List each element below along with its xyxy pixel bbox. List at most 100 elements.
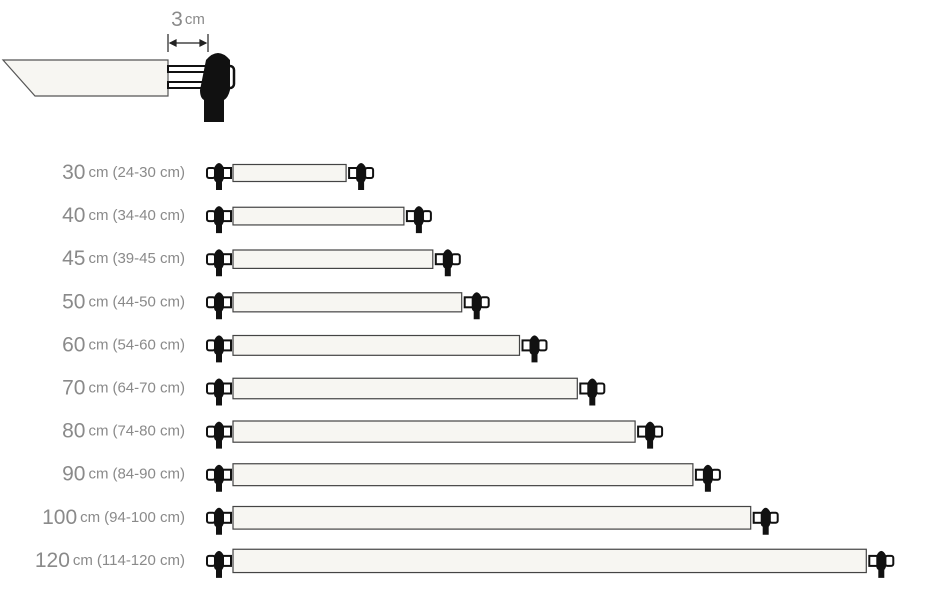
size-range: (64-70 cm) [112, 379, 185, 396]
clamp-body [214, 163, 224, 190]
clamp-cap [479, 296, 490, 309]
clamp [206, 464, 232, 492]
size-label: 120 cm (114-120 cm) [35, 548, 185, 571]
clamp-cap [206, 167, 216, 179]
panel-bar [232, 548, 867, 574]
size-range: (84-90 cm) [112, 466, 185, 483]
clamp-body [442, 249, 453, 277]
clamp-body [587, 378, 598, 406]
clamp-body [214, 421, 224, 449]
clamp [206, 378, 232, 406]
clamp [752, 507, 779, 535]
gap-unit: cm [185, 11, 205, 28]
clamp-body [214, 550, 224, 578]
panel-bar [232, 249, 434, 269]
clamp-cap [206, 382, 216, 395]
size-range: (34-40 cm) [112, 207, 185, 224]
clamp-cap [206, 511, 216, 524]
size-value: 40 [62, 204, 85, 227]
size-value: 100 [42, 505, 77, 528]
clamp-body [214, 206, 224, 234]
clamp [637, 421, 664, 449]
panel-bar [232, 505, 752, 530]
clamp [206, 249, 232, 277]
size-row: 100 cm (94-100 cm) [42, 505, 779, 535]
size-range: (94-100 cm) [104, 509, 185, 526]
size-value: 70 [62, 376, 85, 399]
clamp-body [214, 335, 224, 363]
size-row: 60 cm (54-60 cm) [62, 333, 548, 363]
size-label: 60 cm (54-60 cm) [62, 333, 185, 356]
size-range: (74-80 cm) [112, 423, 185, 440]
clamp [405, 206, 432, 234]
clamp-cap [595, 382, 606, 395]
clamp-cap [364, 167, 375, 179]
size-row: 120 cm (114-120 cm) [35, 548, 895, 578]
size-label: 70 cm (64-70 cm) [62, 376, 185, 399]
clamp [868, 550, 895, 578]
size-unit: cm [88, 379, 108, 396]
clamp-body [214, 464, 224, 492]
clamp [206, 421, 232, 449]
size-unit: cm [88, 207, 108, 224]
panel-bar [232, 377, 578, 400]
size-value: 30 [62, 161, 85, 184]
clamp-cap [206, 253, 216, 266]
size-value: 120 [35, 548, 70, 571]
size-label: 40 cm (34-40 cm) [62, 204, 185, 227]
clamp-body [471, 292, 482, 320]
clamp [206, 335, 232, 363]
panel-bar [232, 163, 347, 183]
clamp-body [876, 550, 887, 578]
clamp-body [702, 464, 713, 492]
size-value: 80 [62, 419, 85, 442]
clamp [206, 507, 232, 535]
size-unit: cm [88, 250, 108, 267]
clamp-cap [450, 253, 461, 266]
size-row: 45 cm (39-45 cm) [62, 247, 461, 277]
panel-bar [232, 463, 694, 487]
gap-label: 3 cm [171, 8, 205, 31]
clamp-body [214, 378, 224, 406]
clamp-cap [206, 210, 216, 223]
size-unit: cm [88, 466, 108, 483]
clamp-cap [206, 296, 216, 309]
size-unit: cm [88, 423, 108, 440]
clamp [206, 206, 232, 234]
clamp-cap [421, 210, 432, 223]
gap-value: 3 [171, 8, 183, 31]
clamp-body [413, 206, 424, 234]
size-range: (54-60 cm) [112, 336, 185, 353]
clamp [694, 464, 721, 492]
size-row: 40 cm (34-40 cm) [62, 204, 432, 234]
size-row: 80 cm (74-80 cm) [62, 419, 664, 449]
size-unit: cm [80, 509, 100, 526]
clamp-body [356, 163, 367, 190]
size-label: 80 cm (74-80 cm) [62, 419, 185, 442]
size-unit: cm [88, 336, 108, 353]
size-value: 90 [62, 462, 85, 485]
clamp [206, 292, 232, 320]
size-range: (44-50 cm) [112, 293, 185, 310]
clamp-cap [710, 468, 721, 481]
clamp [348, 163, 375, 190]
panel-bar [232, 334, 521, 356]
panel-detail [1, 53, 236, 122]
clamp [463, 292, 490, 320]
clamp [206, 550, 232, 578]
gap-dimension [167, 34, 209, 52]
size-label: 90 cm (84-90 cm) [62, 462, 185, 485]
clamp-body [529, 335, 540, 363]
clamp-cap [884, 554, 895, 567]
size-label: 30 cm (24-30 cm) [62, 161, 185, 184]
clamp-body [645, 421, 656, 449]
size-range: (39-45 cm) [112, 250, 185, 267]
clamp-cap [206, 339, 216, 352]
size-unit: cm [88, 293, 108, 310]
clamp-cap [206, 425, 216, 438]
clamp-cap [206, 554, 216, 567]
size-label: 45 cm (39-45 cm) [62, 247, 185, 270]
size-value: 60 [62, 333, 85, 356]
size-range: (114-120 cm) [97, 552, 185, 569]
